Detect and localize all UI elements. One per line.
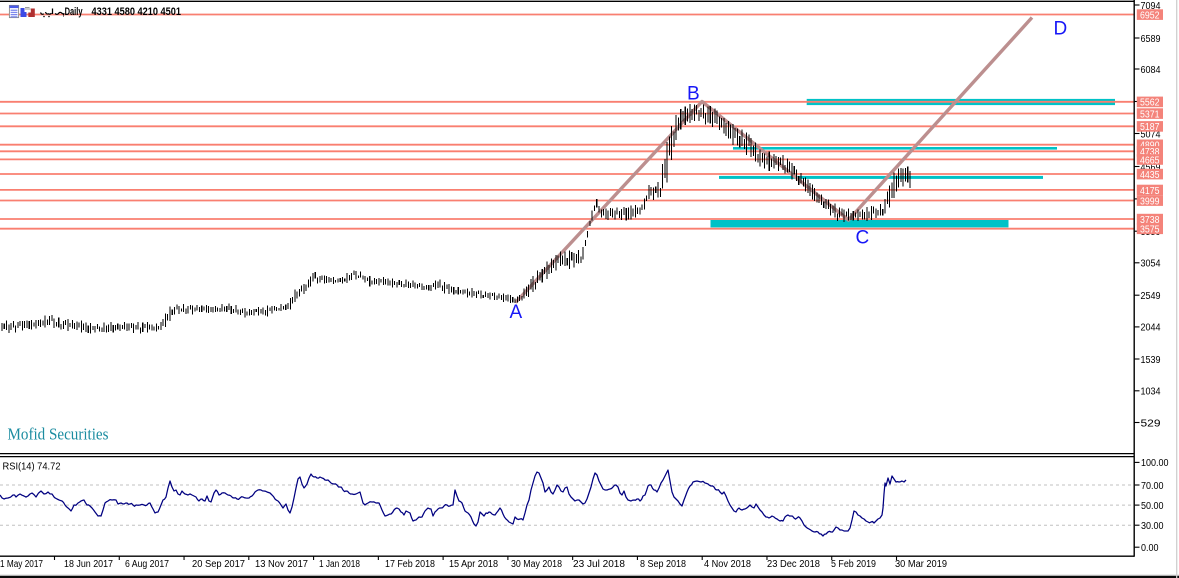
svg-text:6952: 6952 (1140, 10, 1160, 21)
svg-text:2044: 2044 (1141, 323, 1161, 334)
svg-text:4175: 4175 (1140, 186, 1160, 197)
svg-text:4 Nov 2018: 4 Nov 2018 (704, 559, 751, 570)
svg-text:3575: 3575 (1140, 225, 1160, 236)
svg-text:1539: 1539 (1141, 355, 1161, 366)
svg-text:6084: 6084 (1141, 65, 1161, 76)
svg-text:7094: 7094 (1141, 1, 1161, 12)
svg-text:6589: 6589 (1141, 34, 1161, 45)
svg-text:2549: 2549 (1141, 291, 1161, 302)
svg-text:529: 529 (1141, 418, 1162, 429)
svg-text:4435: 4435 (1140, 170, 1160, 181)
svg-text:1 Jan 2018: 1 Jan 2018 (319, 559, 360, 570)
svg-text:50.00: 50.00 (1141, 501, 1164, 512)
svg-text:70.00: 70.00 (1141, 481, 1164, 492)
svg-text:5187: 5187 (1140, 122, 1160, 133)
svg-text:30 May 2018: 30 May 2018 (511, 559, 562, 570)
svg-text:17 Feb 2018: 17 Feb 2018 (385, 559, 435, 570)
svg-text:13 Nov 2017: 13 Nov 2017 (255, 559, 308, 570)
svg-text:1034: 1034 (1141, 387, 1161, 398)
svg-text:5562: 5562 (1140, 98, 1160, 109)
svg-text:3999: 3999 (1140, 196, 1160, 207)
svg-text:5371: 5371 (1140, 109, 1160, 120)
svg-text:23 Jul 2018: 23 Jul 2018 (573, 559, 625, 570)
svg-text:Mofid Securities: Mofid Securities (8, 425, 109, 444)
svg-text:A: A (510, 302, 523, 323)
svg-text:5 Feb 2019: 5 Feb 2019 (831, 559, 876, 570)
svg-text:C: C (856, 228, 870, 249)
svg-text:20 Sep 2017: 20 Sep 2017 (192, 559, 245, 570)
svg-text:1 May 2017: 1 May 2017 (0, 559, 43, 570)
svg-text:3054: 3054 (1141, 259, 1161, 270)
svg-text:,Daily: ,Daily (63, 6, 84, 18)
svg-text:0.00: 0.00 (1141, 543, 1159, 554)
svg-text:B: B (687, 84, 700, 105)
svg-text:100.00: 100.00 (1141, 458, 1169, 469)
svg-text:4569: 4569 (1141, 162, 1161, 173)
svg-text:5074: 5074 (1141, 129, 1161, 140)
svg-text:15 Apr 2018: 15 Apr 2018 (449, 559, 498, 570)
svg-text:30 Mar 2019: 30 Mar 2019 (895, 559, 947, 570)
svg-text:4331 4580 4210 4501: 4331 4580 4210 4501 (92, 6, 182, 18)
svg-text:D: D (1054, 19, 1068, 40)
svg-text:4738: 4738 (1140, 147, 1160, 158)
svg-text:4665: 4665 (1140, 155, 1160, 166)
svg-text:3738: 3738 (1140, 215, 1160, 226)
svg-text:8 Sep 2018: 8 Sep 2018 (640, 559, 686, 570)
svg-text:RSI(14) 74.72: RSI(14) 74.72 (3, 461, 61, 473)
svg-text:30.00: 30.00 (1141, 521, 1164, 532)
svg-text:23 Dec 2018: 23 Dec 2018 (767, 559, 820, 570)
svg-text:18 Jun 2017: 18 Jun 2017 (64, 559, 113, 570)
svg-text:6 Aug 2017: 6 Aug 2017 (125, 559, 169, 570)
